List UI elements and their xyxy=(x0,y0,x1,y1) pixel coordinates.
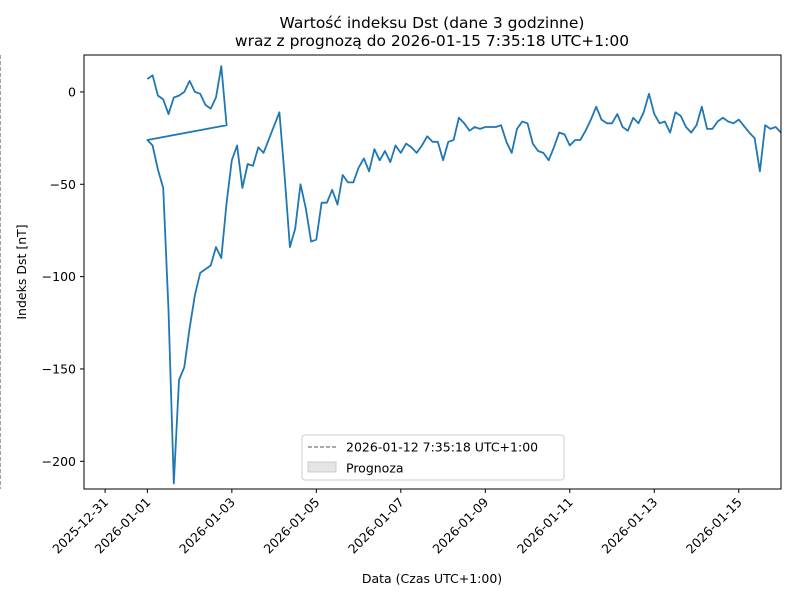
dst-series-line xyxy=(146,65,782,485)
y-tick-label: 0 xyxy=(68,84,76,99)
x-tick-label: 2026-01-09 xyxy=(429,494,491,556)
y-tick-label: −200 xyxy=(42,454,76,469)
x-tick-label: 2026-01-07 xyxy=(345,495,407,557)
legend-forecast-swatch xyxy=(307,461,337,473)
x-tick-label: 2026-01-05 xyxy=(260,495,322,557)
plot-frame xyxy=(83,54,782,490)
x-tick-label: 2026-01-03 xyxy=(176,495,238,557)
y-tick-label: −100 xyxy=(42,269,76,284)
x-tick-label: 2026-01-11 xyxy=(514,495,576,557)
y-axis-ticks: 0 −50 −100 −150 −200 xyxy=(42,84,84,469)
chart-title-line-2: wraz z prognozą do 2026-01-15 7:35:18 UT… xyxy=(235,32,629,50)
legend-marker-label: 2026-01-12 7:35:18 UTC+1:00 xyxy=(346,440,538,455)
legend-box xyxy=(301,434,565,481)
chart-title-line-1: Wartość indeksu Dst (dane 3 godzinne) xyxy=(280,14,585,32)
y-tick-label: −50 xyxy=(50,177,76,192)
x-tick-label: 2026-01-15 xyxy=(683,495,745,557)
x-axis-label: Data (Czas UTC+1:00) xyxy=(362,571,502,586)
legend-forecast-label: Prognoza xyxy=(346,461,404,476)
legend: 2026-01-12 7:35:18 UTC+1:00 Prognoza xyxy=(301,434,565,481)
y-axis-label: Indeks Dst [nT] xyxy=(14,224,29,319)
y-tick-label: −150 xyxy=(42,361,76,376)
x-tick-label: 2026-01-13 xyxy=(598,495,660,557)
